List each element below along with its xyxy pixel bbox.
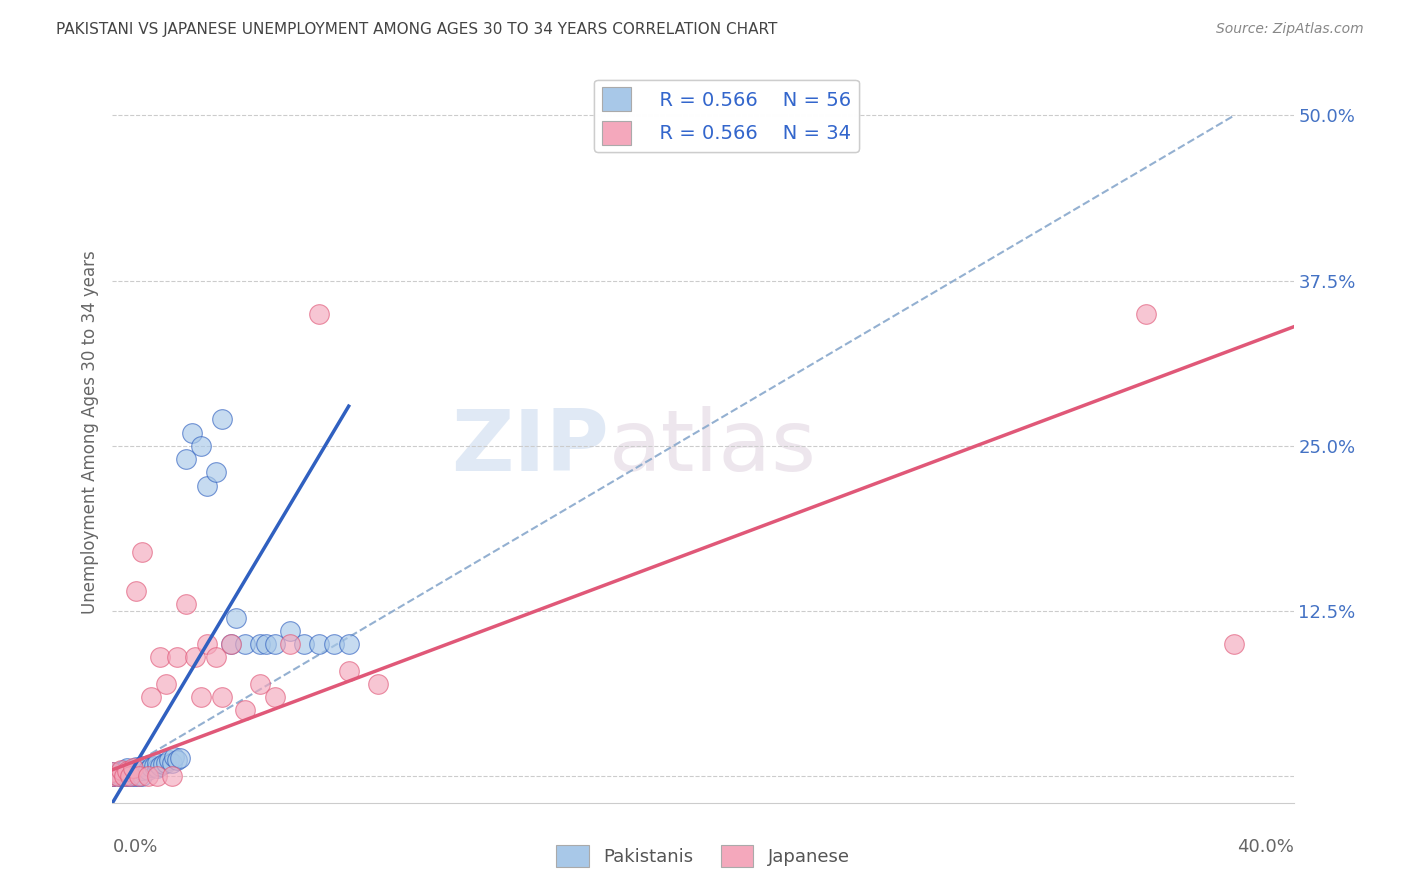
Point [101,769,124,783]
Point [152,757,174,772]
Point [125,765,148,780]
Text: 40.0%: 40.0% [1237,838,1294,855]
Text: PAKISTANI VS JAPANESE UNEMPLOYMENT AMONG AGES 30 TO 34 YEARS CORRELATION CHART: PAKISTANI VS JAPANESE UNEMPLOYMENT AMONG… [56,22,778,37]
Point [110,764,132,778]
Point [128,764,150,778]
Point [146,769,169,783]
Point [122,763,145,777]
Text: ZIP: ZIP [451,406,609,489]
Point [169,751,191,765]
Point [101,769,124,783]
Point [139,760,162,774]
Point [155,677,177,691]
Point [249,677,271,691]
Point [117,769,138,783]
Point [128,769,150,783]
Point [110,763,132,777]
Point [125,769,148,783]
Point [120,769,142,783]
Text: 0.0%: 0.0% [112,838,157,855]
Point [120,769,142,783]
Point [163,749,186,764]
Point [131,763,153,777]
Point [122,761,145,775]
Point [131,758,153,772]
Point [120,764,142,778]
Point [190,690,212,704]
Point [128,769,150,783]
Point [219,637,242,651]
Point [190,439,212,453]
Point [101,766,124,780]
Point [225,611,247,625]
Point [131,769,153,783]
Point [101,765,124,780]
Point [117,765,138,780]
Point [292,637,315,651]
Point [254,637,277,651]
Point [219,637,242,651]
Point [107,769,129,783]
Point [195,478,218,492]
Point [1135,307,1157,321]
Point [166,754,188,768]
Point [101,769,124,783]
Text: atlas: atlas [609,406,817,489]
Point [278,624,301,638]
Point [101,765,124,780]
Point [264,637,287,651]
Point [195,637,218,651]
Point [155,756,177,771]
Point [233,703,256,717]
Point [174,598,197,612]
Legend:   R = 0.566    N = 56,   R = 0.566    N = 34: R = 0.566 N = 56, R = 0.566 N = 34 [595,79,859,153]
Point [181,425,204,440]
Point [101,769,124,783]
Point [205,465,228,479]
Point [136,763,159,777]
Point [107,769,129,783]
Legend: Pakistanis, Japanese: Pakistanis, Japanese [550,838,856,874]
Point [211,690,233,704]
Point [122,769,145,783]
Point [160,769,183,783]
Point [1223,637,1246,651]
Point [112,763,135,777]
Point [125,760,148,774]
Point [205,650,228,665]
Point [131,544,153,558]
Point [149,758,172,772]
Point [117,761,138,775]
Text: Source: ZipAtlas.com: Source: ZipAtlas.com [1216,22,1364,37]
Point [117,764,138,778]
Point [337,637,360,651]
Point [146,761,169,775]
Point [233,637,256,651]
Point [160,756,183,771]
Point [149,650,172,665]
Point [142,758,165,772]
Point [174,452,197,467]
Point [308,637,330,651]
Point [112,769,135,783]
Point [146,756,169,771]
Point [125,584,148,599]
Point [166,650,188,665]
Point [139,690,162,704]
Y-axis label: Unemployment Among Ages 30 to 34 years: Unemployment Among Ages 30 to 34 years [80,251,98,615]
Point [107,766,129,780]
Point [337,664,360,678]
Point [323,637,346,651]
Point [278,637,301,651]
Point [184,650,207,665]
Point [211,412,233,426]
Point [136,769,159,783]
Point [264,690,287,704]
Point [157,754,180,768]
Point [367,677,389,691]
Point [112,769,135,783]
Point [308,307,330,321]
Point [249,637,271,651]
Point [110,769,132,783]
